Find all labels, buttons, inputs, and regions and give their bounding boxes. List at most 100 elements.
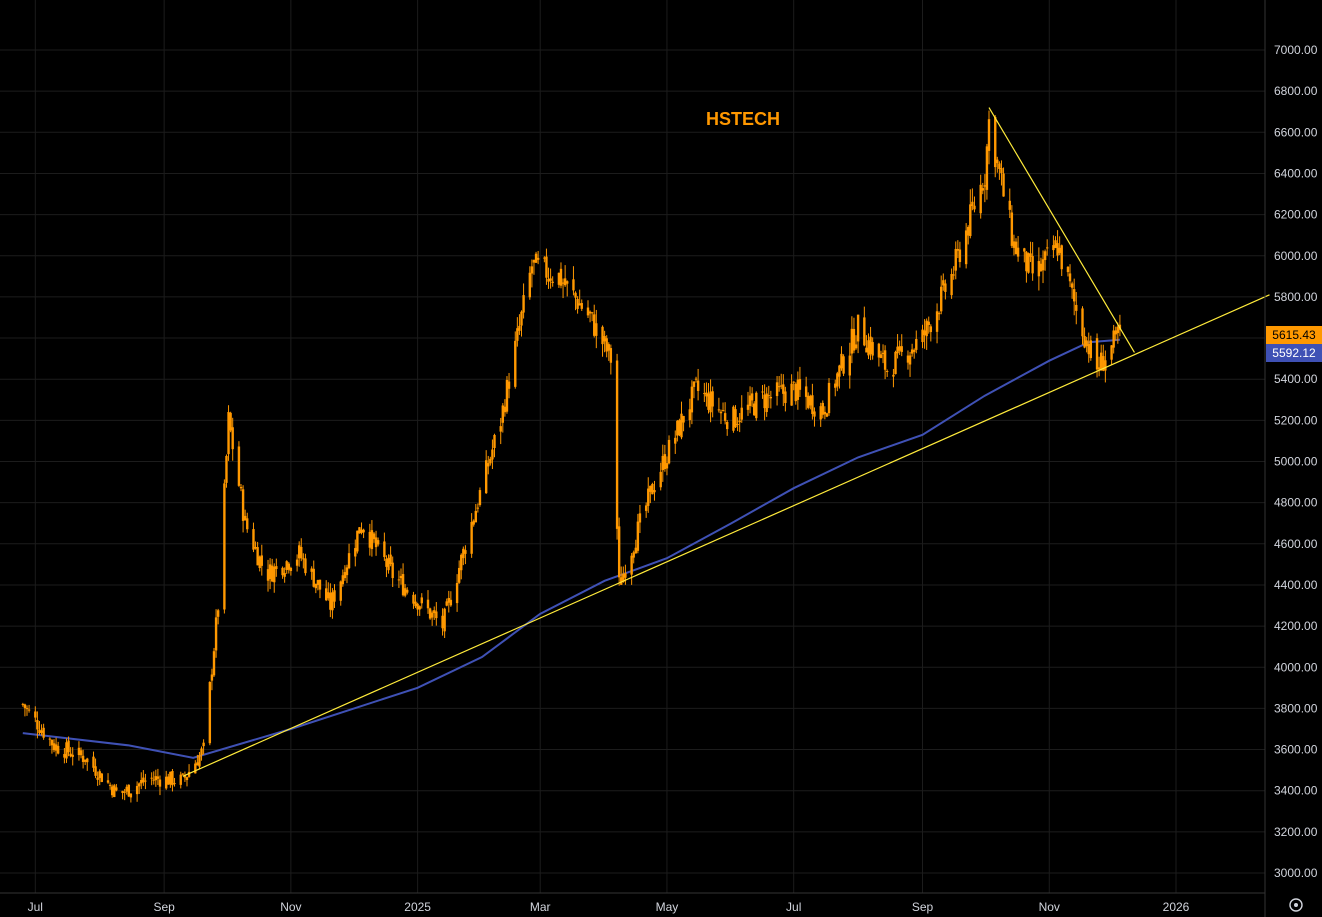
candle-body	[998, 163, 1001, 169]
gear-icon[interactable]	[1289, 898, 1303, 912]
candle-body	[23, 704, 27, 709]
candle-body	[1081, 308, 1084, 337]
time-axis[interactable]: Jul Sep Nov 2025 Mar May Jul Sep Nov 2026	[28, 900, 1190, 914]
candle-body	[470, 521, 473, 554]
candle-body	[368, 531, 372, 548]
y-tick-label: 4400.00	[1274, 578, 1318, 592]
candle-body	[1083, 336, 1086, 348]
candle-body	[1012, 241, 1016, 248]
candle-body	[620, 577, 623, 585]
candle-body	[167, 776, 170, 785]
candle-body	[561, 282, 565, 284]
candle-body	[653, 490, 656, 493]
candle-body	[534, 253, 538, 263]
candle-body	[150, 777, 153, 779]
x-tick-label: 2026	[1163, 900, 1190, 914]
candle-body	[692, 381, 696, 387]
price-badges: 5615.43 5592.12	[1266, 326, 1322, 362]
candle-body	[208, 681, 212, 744]
candle-body	[659, 471, 662, 488]
candle-body	[152, 779, 155, 781]
candle-body	[200, 748, 203, 756]
candle-body	[929, 326, 933, 333]
candle-body	[270, 565, 274, 582]
candle-body	[605, 338, 608, 352]
candle-body	[871, 342, 874, 356]
candle-body	[499, 426, 502, 432]
candle-body	[1056, 243, 1059, 256]
candle-body	[397, 579, 401, 581]
candle-body	[115, 787, 118, 791]
candle-body	[682, 415, 685, 423]
candle-body	[416, 603, 419, 610]
candle-body	[590, 312, 594, 314]
candle-body	[435, 611, 438, 619]
candle-body	[56, 745, 60, 754]
candle-body	[77, 747, 81, 755]
candle-body	[1072, 289, 1076, 302]
candle-body	[609, 348, 613, 363]
candle-body	[651, 483, 654, 495]
candle-body	[821, 402, 824, 415]
candle-body	[302, 558, 305, 560]
candle-body	[954, 248, 957, 271]
candle-body	[260, 555, 263, 566]
candle-body	[881, 352, 885, 354]
y-tick-label: 6200.00	[1274, 208, 1318, 222]
candle-body	[198, 755, 201, 767]
candle-body	[202, 742, 205, 747]
candle-body	[503, 406, 507, 413]
candle-body	[83, 759, 87, 762]
candle-body	[125, 786, 128, 792]
candle-body	[711, 391, 714, 407]
candle-body	[185, 777, 189, 781]
candle-body	[667, 439, 671, 464]
candle-body	[331, 592, 334, 611]
candle-body	[937, 313, 941, 315]
candle-body	[67, 740, 70, 753]
candle-body	[237, 446, 241, 486]
candle-body	[289, 567, 293, 572]
candle-body	[343, 572, 347, 579]
candle-body	[632, 552, 635, 558]
candle-body	[156, 776, 160, 779]
candle-body	[254, 546, 257, 549]
candle-body	[952, 274, 955, 276]
candle-body	[1002, 173, 1005, 197]
candle-body	[258, 556, 261, 569]
candle-body	[449, 599, 453, 606]
ma-price-label: 5592.12	[1272, 346, 1316, 360]
candle-body	[848, 355, 851, 376]
candle-body	[464, 550, 467, 554]
candle-body	[927, 321, 930, 326]
y-tick-label: 5400.00	[1274, 372, 1318, 386]
y-tick-label: 6000.00	[1274, 249, 1318, 263]
candle-body	[634, 547, 637, 554]
grid	[0, 0, 1265, 893]
candle-body	[287, 563, 290, 570]
candle-body	[372, 533, 376, 540]
candle-body	[339, 581, 342, 601]
candle-body	[638, 513, 642, 523]
candle-body	[376, 540, 380, 545]
candle-body	[813, 411, 816, 417]
candle-body	[615, 360, 619, 529]
candle-body	[1102, 356, 1105, 371]
candle-body	[906, 355, 910, 363]
price-axis[interactable]: 3000.00 3200.00 3400.00 3600.00 3800.00 4000.…	[1274, 43, 1318, 880]
candle-body	[935, 311, 939, 332]
candle-body	[850, 328, 854, 354]
candle-body	[36, 720, 39, 730]
candle-body	[1060, 245, 1063, 270]
candle-body	[383, 541, 386, 558]
candle-body	[784, 391, 787, 404]
candle-body	[796, 379, 800, 400]
candle-body	[173, 783, 176, 785]
candle-body	[347, 553, 351, 569]
candle-body	[71, 754, 74, 757]
candle-body	[794, 383, 797, 402]
candle-body	[811, 395, 814, 415]
candle-body	[92, 756, 95, 768]
